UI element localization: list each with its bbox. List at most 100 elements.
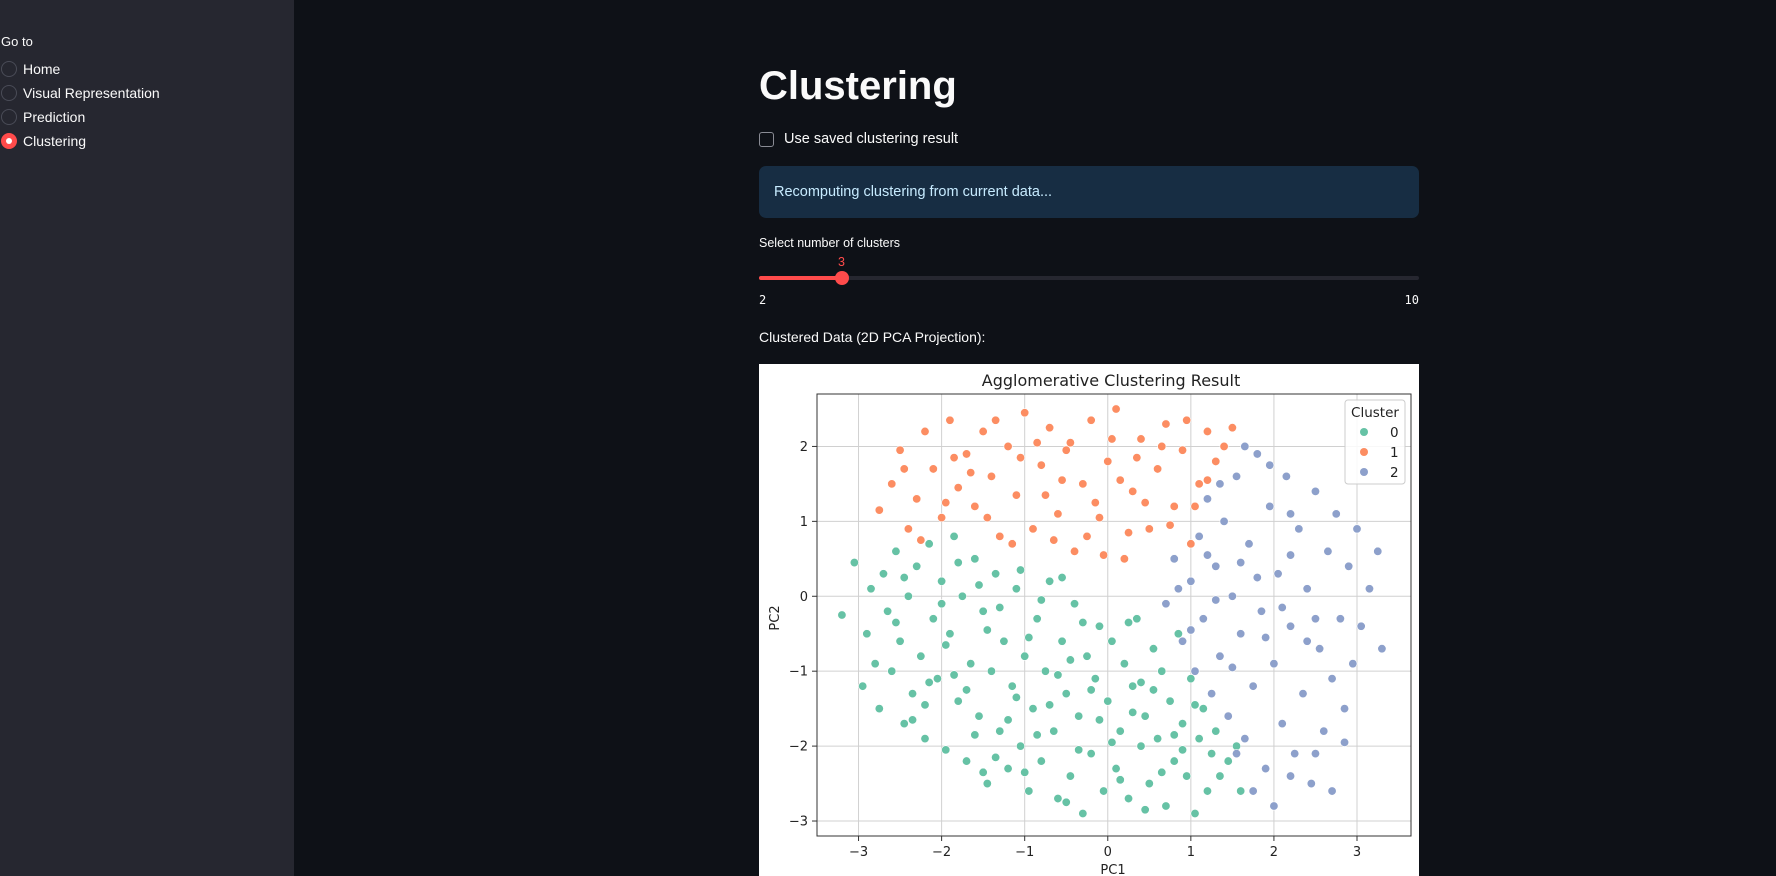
cluster-2-point [1198,614,1208,624]
cluster-2-point [1236,629,1246,639]
slider-label: Select number of clusters [759,236,901,250]
cluster-1-point [920,426,930,436]
cluster-2-point [1248,786,1258,796]
cluster-count-slider[interactable] [759,271,1419,285]
cluster-0-point [962,685,972,695]
cluster-1-point [1020,408,1030,418]
info-message: Recomputing clustering from current data… [774,184,1053,200]
chart-legend: Cluster 0 1 2 [1344,399,1406,485]
cluster-0-point [1016,741,1026,751]
cluster-2-point [1340,737,1350,747]
cluster-1-point [1132,453,1142,463]
cluster-0-point [1065,771,1075,781]
sidebar-item-home[interactable]: Home [0,59,60,79]
cluster-0-point [1032,614,1042,624]
radio-selected-icon[interactable] [1,133,17,149]
slider-value: 3 [838,255,845,269]
sidebar-item-clustering[interactable]: Clustering [0,131,86,151]
radio-icon[interactable] [1,85,17,101]
sidebar-item-prediction[interactable]: Prediction [0,107,85,127]
cluster-1-point [1049,535,1059,545]
legend-marker-0 [1360,428,1368,436]
cluster-1-point [982,513,992,523]
cluster-1-point [1202,426,1212,436]
cluster-0-point [887,666,897,676]
cluster-0-point [1157,767,1167,777]
cluster-1-point [1003,441,1013,451]
cluster-0-point [1036,595,1046,605]
slider-thumb[interactable] [834,271,849,285]
cluster-2-point [1269,659,1279,669]
cluster-0-point [1057,636,1067,646]
cluster-2-point [1202,550,1212,560]
cluster-0-point [957,591,967,601]
cluster-2-point [1186,625,1196,635]
cluster-0-point [937,576,947,586]
cluster-0-point [970,730,980,740]
cluster-2-point [1211,595,1221,605]
cluster-0-point [1020,651,1030,661]
slider-max: 10 [1404,293,1419,307]
saved-result-checkbox-row[interactable]: Use saved clustering result [759,131,958,147]
cluster-0-point [1082,651,1092,661]
radio-icon[interactable] [1,61,17,77]
cluster-0-point [953,558,963,568]
sidebar-item-visual-representation[interactable]: Visual Representation [0,83,160,103]
radio-icon[interactable] [1,109,17,125]
cluster-0-point [995,603,1005,613]
cluster-2-point [1306,779,1316,789]
cluster-0-point [1049,726,1059,736]
x-tick-label: 2 [1270,845,1278,860]
cluster-1-point [1082,531,1092,541]
cluster-0-point [949,531,959,541]
cluster-0-point [1003,764,1013,774]
legend-entry-2: 2 [1390,465,1399,481]
cluster-2-point [1232,471,1242,481]
cluster-0-point [991,569,1001,579]
cluster-2-point [1373,546,1383,556]
cluster-0-point [1016,565,1026,575]
cluster-2-point [1331,509,1341,519]
x-axis-label: PC1 [1100,863,1125,876]
x-tick-label: −3 [849,845,868,860]
cluster-0-point [1207,749,1217,759]
cluster-0-point [1182,771,1192,781]
cluster-0-point [1124,794,1134,804]
cluster-1-point [1016,453,1026,463]
cluster-2-point [1215,479,1225,489]
section-label: Clustered Data (2D PCA Projection): [759,329,986,345]
cluster-1-point [1115,475,1125,485]
cluster-0-point [928,614,938,624]
cluster-2-point [1277,603,1287,613]
cluster-1-point [1169,501,1179,511]
cluster-2-point [1219,516,1229,526]
cluster-0-point [1190,700,1200,710]
cluster-2-point [1248,681,1258,691]
cluster-2-point [1269,801,1279,811]
page-title: Clustering [759,64,957,108]
cluster-0-point [924,677,934,687]
cluster-0-point [1099,786,1109,796]
cluster-0-point [1148,685,1158,695]
cluster-0-point [1107,636,1117,646]
cluster-0-point [1103,696,1113,706]
cluster-2-point [1215,651,1225,661]
cluster-0-point [1086,685,1096,695]
cluster-0-point [982,779,992,789]
cluster-1-point [1057,475,1067,485]
cluster-0-point [1190,809,1200,819]
plot-frame [816,393,1412,837]
cluster-1-point [937,513,947,523]
saved-result-checkbox[interactable] [759,131,774,147]
cluster-0-point [962,756,972,766]
checkbox-label[interactable]: Use saved clustering result [784,131,959,147]
cluster-0-point [1011,584,1021,594]
cluster-1-point [986,471,996,481]
cluster-1-point [903,524,913,534]
sidebar-item-label: Home [23,61,61,77]
cluster-1-point [1107,434,1117,444]
legend-title: Cluster [1351,405,1399,421]
cluster-2-point [1348,659,1358,669]
cluster-0-point [878,569,888,579]
cluster-1-point [949,453,959,463]
